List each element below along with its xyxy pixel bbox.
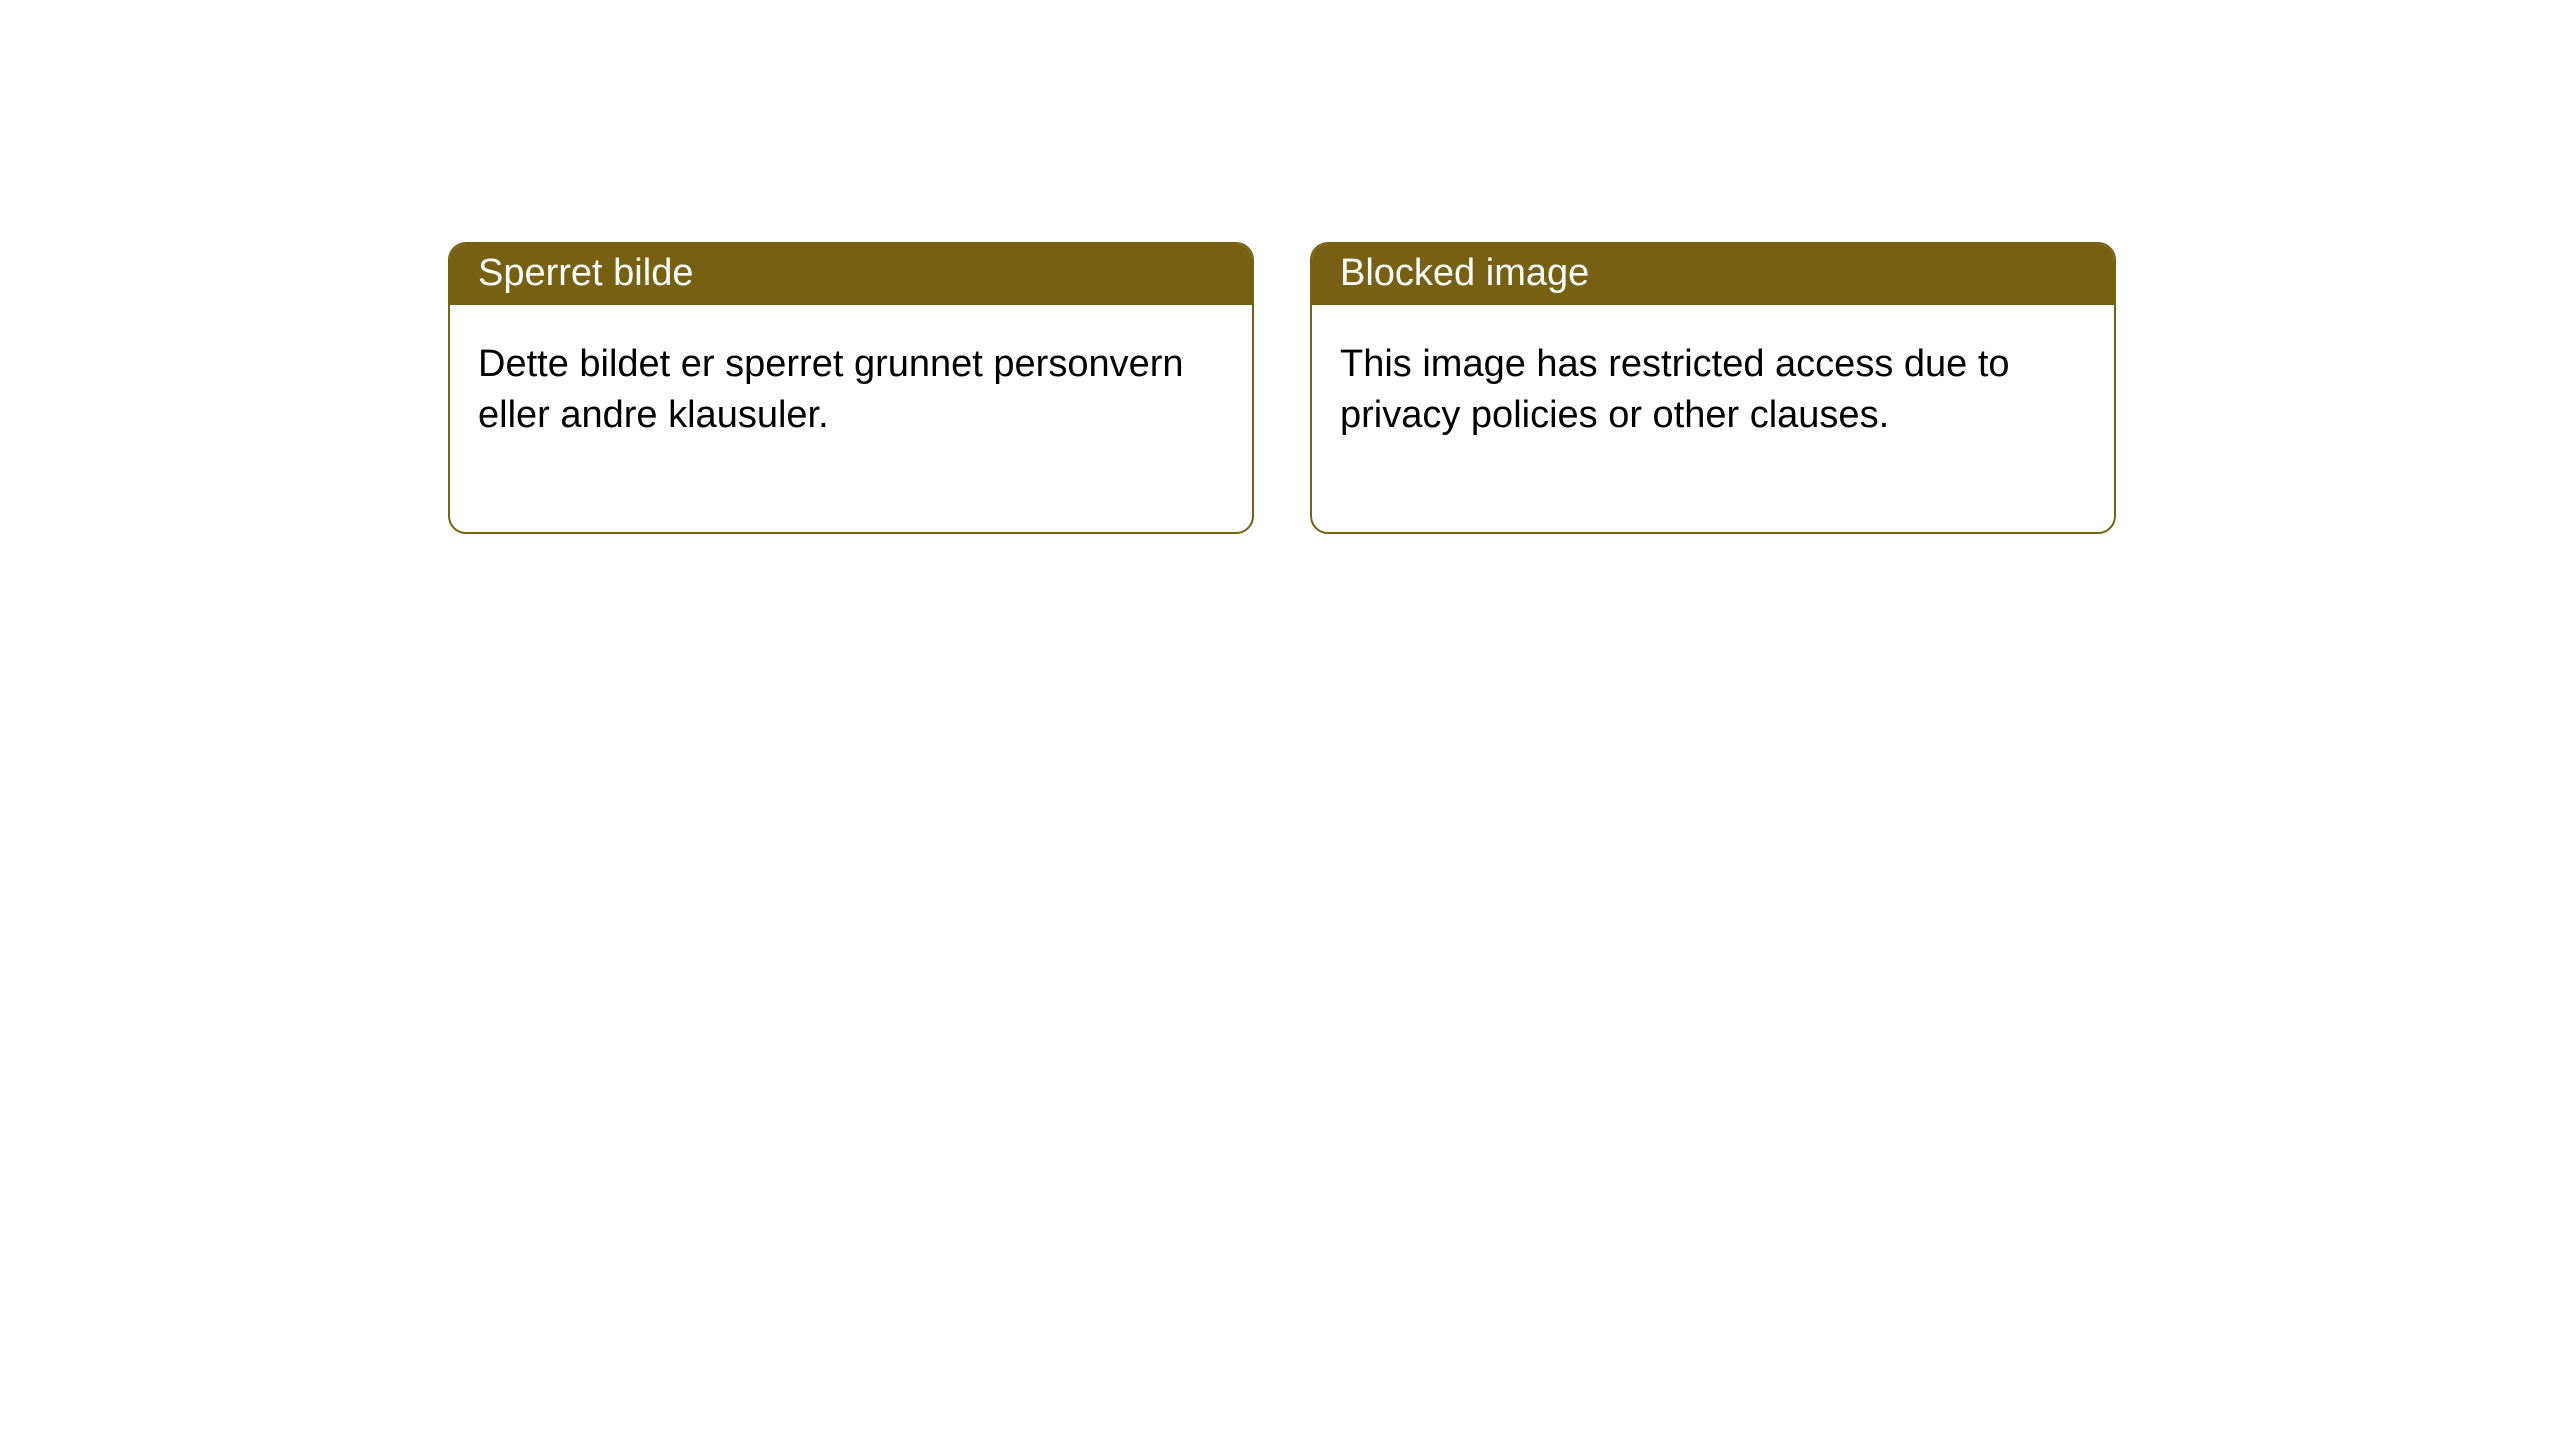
notice-card-title: Blocked image [1312,244,2114,305]
notice-card-title: Sperret bilde [450,244,1252,305]
notice-card-english: Blocked image This image has restricted … [1310,242,2116,534]
notice-container: Sperret bilde Dette bildet er sperret gr… [0,0,2560,534]
notice-card-norwegian: Sperret bilde Dette bildet er sperret gr… [448,242,1254,534]
notice-card-body: This image has restricted access due to … [1312,305,2114,532]
notice-card-body: Dette bildet er sperret grunnet personve… [450,305,1252,532]
